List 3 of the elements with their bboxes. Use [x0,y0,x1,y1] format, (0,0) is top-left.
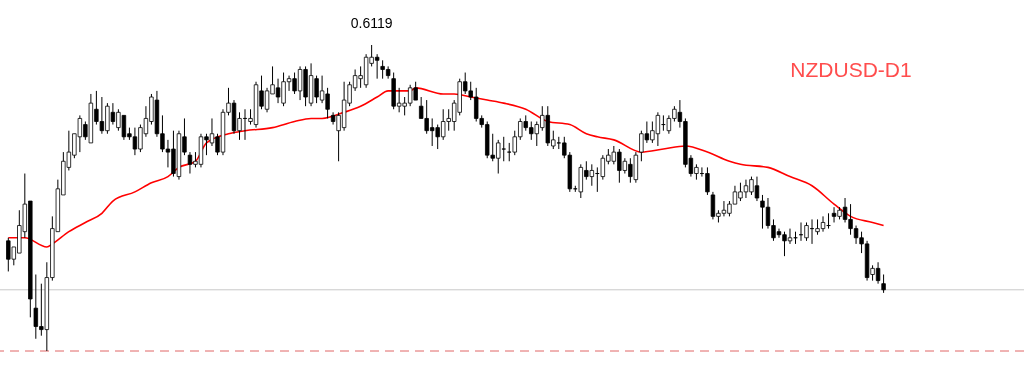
annotation: 0.6119 [350,15,393,31]
candlestick [881,274,886,294]
text: NZDUSD-D1 [790,58,912,81]
